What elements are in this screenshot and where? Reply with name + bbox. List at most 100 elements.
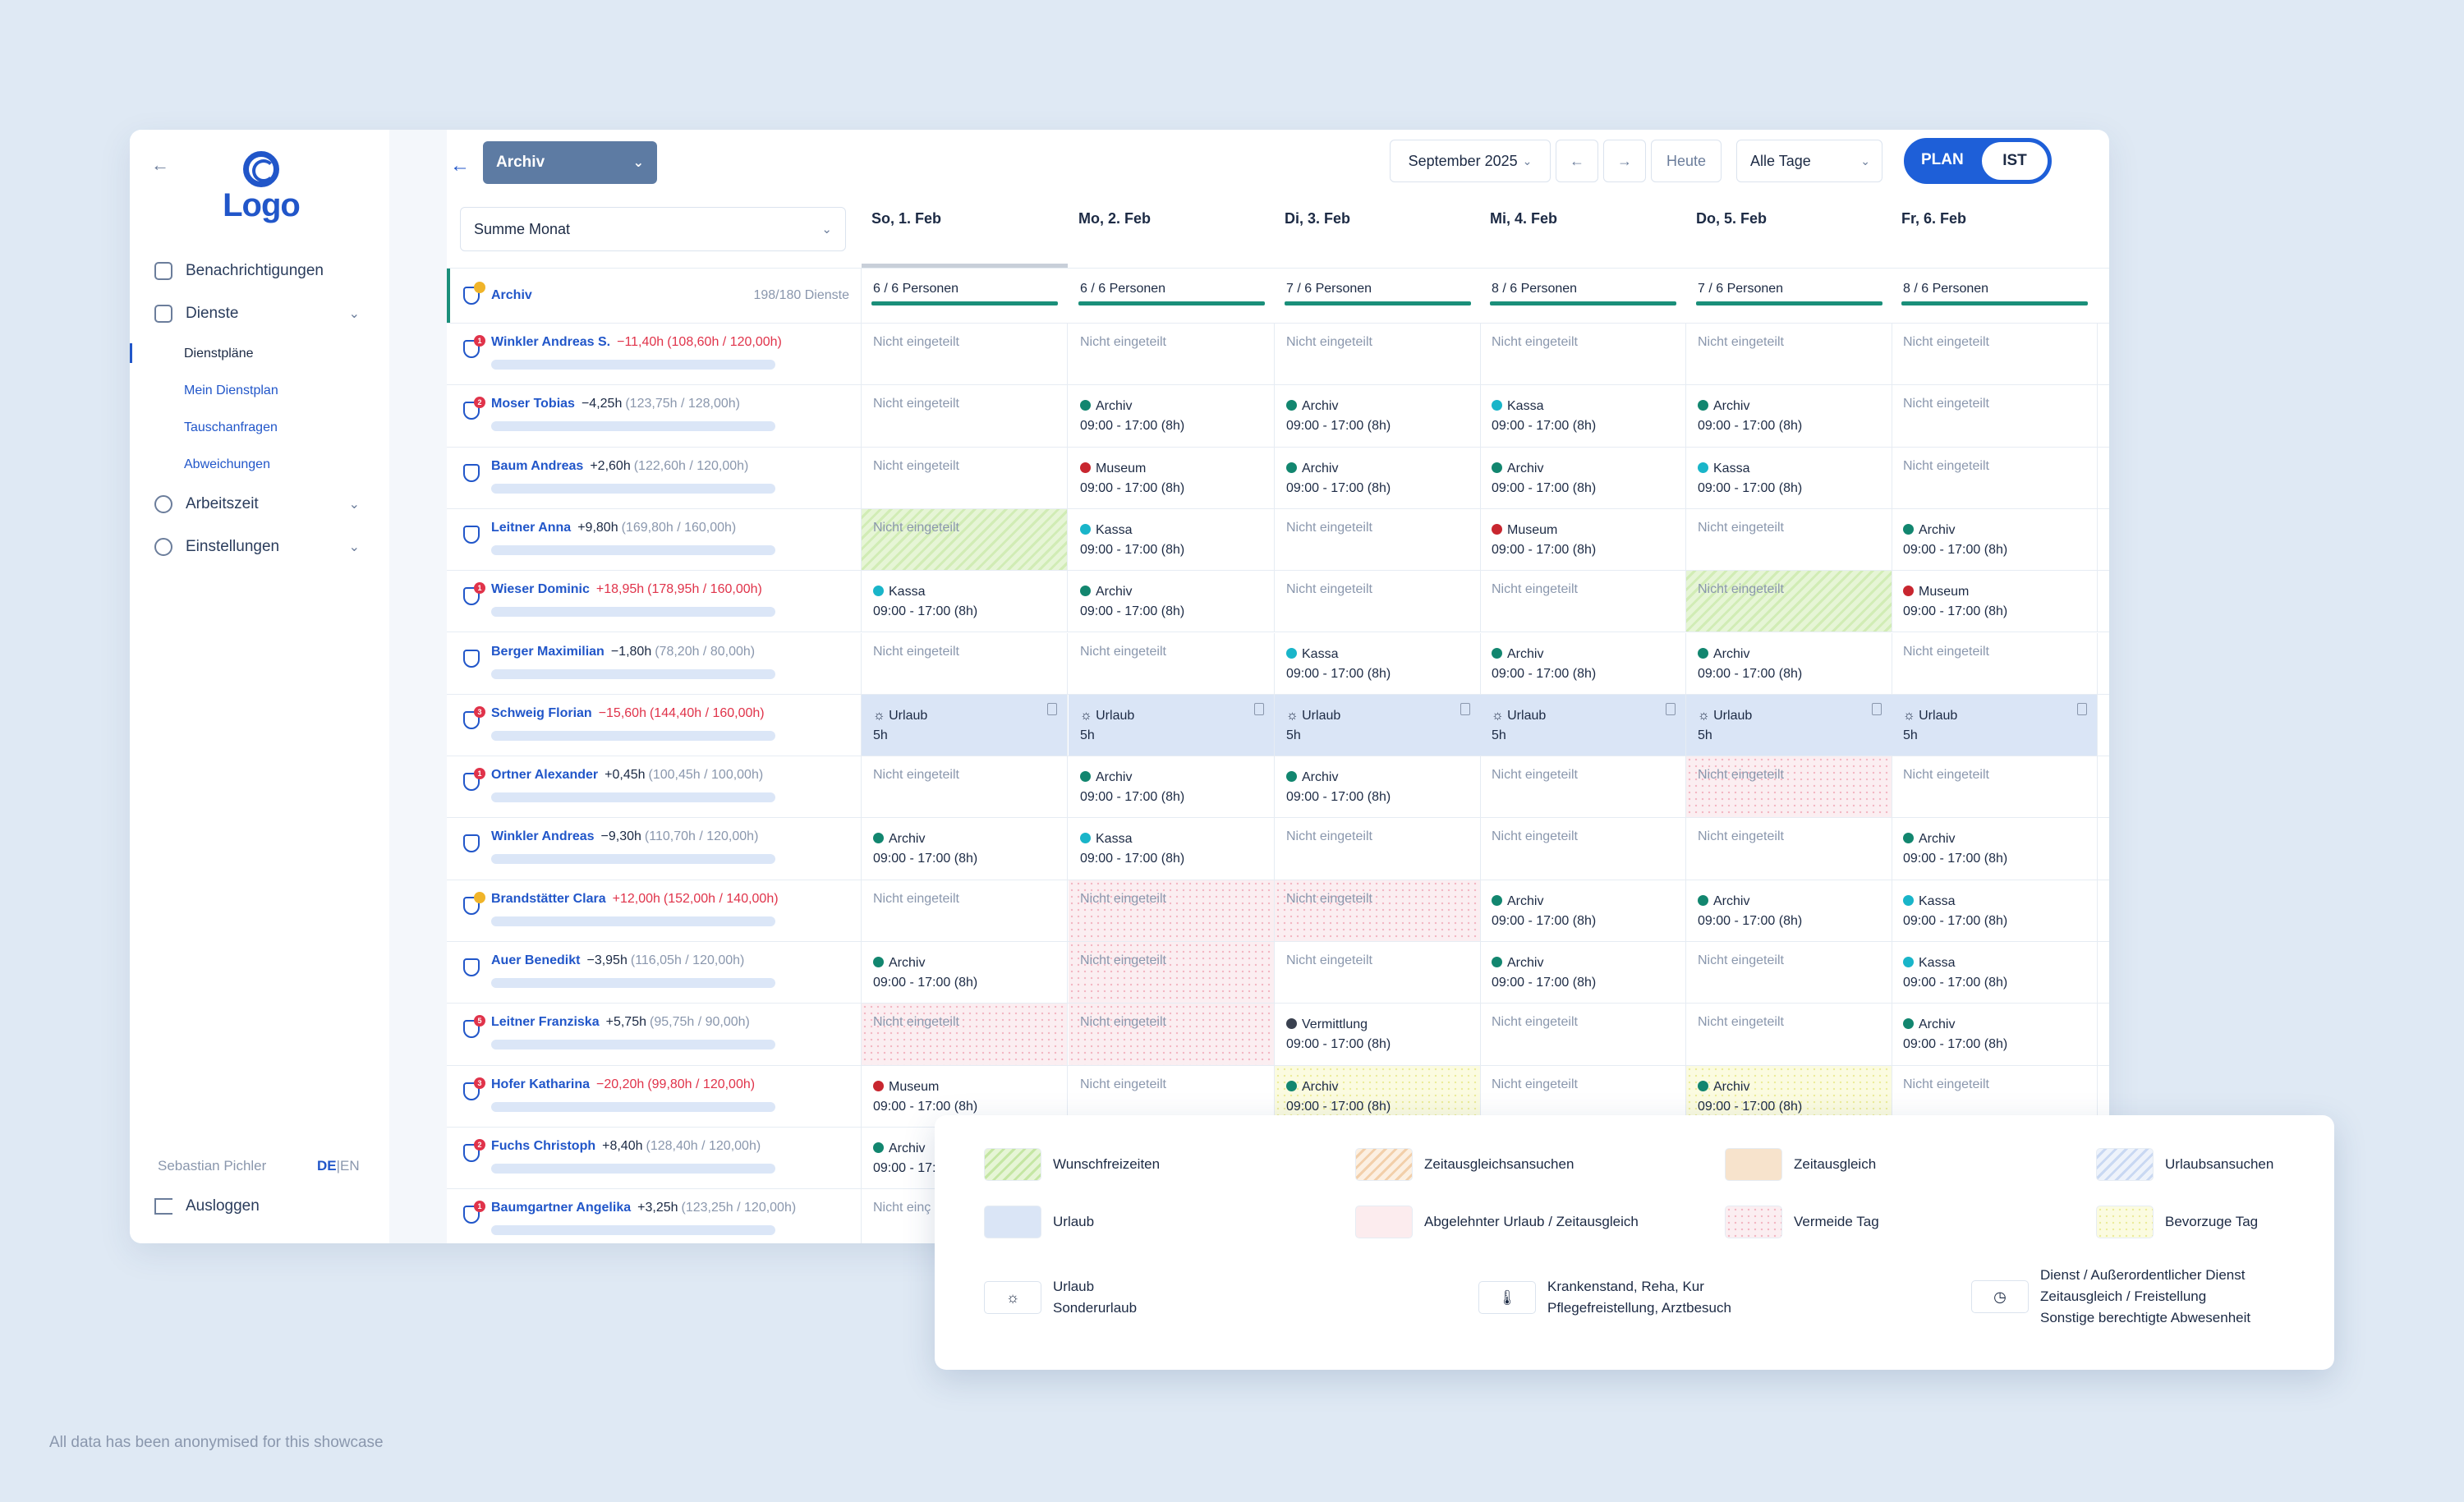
schedule-cell[interactable]: Nicht eingeteilt bbox=[1480, 1065, 1686, 1127]
schedule-cell[interactable]: Nicht eingeteilt bbox=[1275, 818, 1481, 880]
workspace-select[interactable]: Archiv ⌄ bbox=[483, 141, 657, 184]
schedule-cell[interactable]: Nicht eingeteilt bbox=[1069, 942, 1275, 1004]
schedule-cell[interactable]: Archiv 09:00 - 17:00 (8h) bbox=[1686, 632, 1892, 694]
schedule-cell[interactable]: Kassa 09:00 - 17:00 (8h) bbox=[1275, 632, 1481, 694]
schedule-cell[interactable]: Archiv 09:00 - 17:00 (8h) bbox=[1892, 818, 2098, 880]
employee-name[interactable]: Baumgartner Angelika bbox=[491, 1201, 632, 1215]
schedule-cell[interactable]: ☼ Urlaub 5h bbox=[1892, 694, 2098, 756]
employee-name[interactable]: Wieser Dominic bbox=[491, 582, 590, 597]
nav-item-arbeitszeit[interactable]: Arbeitszeit ⌄ bbox=[130, 483, 389, 526]
schedule-cell[interactable]: Nicht eingeteilt bbox=[1069, 1004, 1275, 1065]
schedule-cell[interactable]: Museum 09:00 - 17:00 (8h) bbox=[1069, 447, 1275, 508]
logout-button[interactable]: Ausloggen bbox=[154, 1197, 260, 1215]
schedule-cell[interactable]: Nicht eingeteilt bbox=[1686, 571, 1892, 632]
schedule-cell[interactable]: Vermittlung 09:00 - 17:00 (8h) bbox=[1275, 1004, 1481, 1065]
collapse-sidebar-icon[interactable]: ← bbox=[151, 154, 169, 175]
schedule-cell[interactable]: Archiv 09:00 - 17:00 (8h) bbox=[1480, 632, 1686, 694]
day-header[interactable]: Di, 3. Feb bbox=[1285, 210, 1351, 227]
employee-name[interactable]: Leitner Anna bbox=[491, 520, 572, 535]
schedule-cell[interactable]: Museum 09:00 - 17:00 (8h) bbox=[862, 1065, 1068, 1127]
employee-name[interactable]: Leitner Franziska bbox=[491, 1015, 600, 1030]
schedule-cell[interactable]: Archiv 09:00 - 17: bbox=[862, 1127, 1068, 1189]
employee-name[interactable]: Schweig Florian bbox=[491, 705, 592, 720]
sub-item-mein-dienstplan[interactable]: Mein Dienstplan bbox=[184, 383, 278, 397]
day-header[interactable]: Fr, 6. Feb bbox=[1901, 210, 1967, 227]
document-icon[interactable] bbox=[1254, 702, 1264, 715]
schedule-cell[interactable]: Archiv 09:00 - 17:00 (8h) bbox=[862, 818, 1068, 880]
schedule-cell[interactable]: Nicht eingeteilt bbox=[1069, 880, 1275, 941]
employee-name[interactable]: Berger Maximilian bbox=[491, 644, 605, 659]
day-header[interactable]: So, 1. Feb bbox=[862, 192, 1068, 268]
schedule-cell[interactable]: Nicht eingeteilt bbox=[1892, 1065, 2098, 1127]
month-select[interactable]: September 2025 ⌄ bbox=[1390, 140, 1551, 182]
schedule-cell[interactable]: Kassa 09:00 - 17:00 (8h) bbox=[1480, 385, 1686, 447]
schedule-cell[interactable]: Archiv 09:00 - 17:00 (8h) bbox=[1892, 508, 2098, 571]
schedule-cell[interactable]: Nicht eingeteilt bbox=[1480, 1004, 1686, 1065]
document-icon[interactable] bbox=[2077, 702, 2087, 715]
employee-name[interactable]: Hofer Katharina bbox=[491, 1077, 591, 1091]
schedule-cell[interactable]: Nicht eingeteilt bbox=[862, 447, 1068, 508]
next-month-button[interactable]: → bbox=[1603, 140, 1646, 182]
nav-item-einstellungen[interactable]: Einstellungen ⌄ bbox=[130, 526, 389, 568]
lang-de[interactable]: DE bbox=[317, 1158, 337, 1174]
schedule-cell[interactable]: Kassa 09:00 - 17:00 (8h) bbox=[1892, 880, 2098, 941]
day-header[interactable]: Do, 5. Feb bbox=[1696, 210, 1768, 227]
schedule-cell[interactable]: Nicht eingeteilt bbox=[862, 632, 1068, 694]
sum-select[interactable]: Summe Monat ⌄ bbox=[460, 207, 846, 251]
schedule-cell[interactable]: Nicht eingeteilt bbox=[862, 324, 1068, 385]
employee-name[interactable]: Winkler Andreas S. bbox=[491, 335, 611, 349]
schedule-cell[interactable]: Archiv 09:00 - 17:00 (8h) bbox=[1892, 1004, 2098, 1065]
day-header[interactable]: Mo, 2. Feb bbox=[1078, 210, 1152, 227]
employee-name[interactable]: Winkler Andreas bbox=[491, 829, 595, 844]
schedule-cell[interactable]: Archiv 09:00 - 17:00 (8h) bbox=[1480, 447, 1686, 508]
lang-en[interactable]: EN bbox=[340, 1158, 360, 1174]
schedule-cell[interactable]: Nicht eingeteilt bbox=[1275, 880, 1481, 941]
toggle-ist[interactable]: IST bbox=[1982, 142, 2048, 180]
schedule-cell[interactable]: Kassa 09:00 - 17:00 (8h) bbox=[1686, 447, 1892, 508]
document-icon[interactable] bbox=[1872, 702, 1882, 715]
schedule-cell[interactable]: Nicht eingeteilt bbox=[1892, 447, 2098, 508]
prev-month-button[interactable]: ← bbox=[1556, 140, 1598, 182]
schedule-cell[interactable]: Nicht eingeteilt bbox=[1480, 324, 1686, 385]
schedule-cell[interactable]: Nicht eingeteilt bbox=[1275, 324, 1481, 385]
employee-name[interactable]: Baum Andreas bbox=[491, 458, 584, 473]
sub-item-dienstplaene[interactable]: Dienstpläne bbox=[130, 335, 389, 372]
schedule-cell[interactable]: Nicht eingeteilt bbox=[1892, 632, 2098, 694]
schedule-cell[interactable]: Nicht eingeteilt bbox=[1686, 756, 1892, 818]
nav-item-dienste[interactable]: Dienste ⌄ bbox=[130, 292, 389, 335]
schedule-cell[interactable]: Archiv 09:00 - 17:00 (8h) bbox=[1686, 385, 1892, 447]
schedule-cell[interactable]: Nicht eingeteilt bbox=[1275, 942, 1481, 1004]
employee-name[interactable]: Fuchs Christoph bbox=[491, 1138, 596, 1153]
nav-item-benachrichtigungen[interactable]: Benachrichtigungen bbox=[130, 250, 389, 292]
schedule-cell[interactable]: ☼ Urlaub 5h bbox=[1069, 694, 1275, 756]
schedule-cell[interactable]: ☼ Urlaub 5h bbox=[862, 694, 1068, 756]
employee-name[interactable]: Brandstätter Clara bbox=[491, 891, 606, 906]
schedule-cell[interactable]: Museum 09:00 - 17:00 (8h) bbox=[1480, 508, 1686, 571]
archive-name[interactable]: Archiv bbox=[491, 288, 532, 302]
schedule-cell[interactable]: Nicht eingeteilt bbox=[1892, 756, 2098, 818]
schedule-cell[interactable]: Nicht eingeteilt bbox=[862, 508, 1068, 571]
document-icon[interactable] bbox=[1460, 702, 1470, 715]
schedule-cell[interactable]: Archiv 09:00 - 17:00 (8h) bbox=[1480, 942, 1686, 1004]
schedule-cell[interactable]: Kassa 09:00 - 17:00 (8h) bbox=[862, 571, 1068, 632]
today-button[interactable]: Heute bbox=[1651, 140, 1722, 182]
schedule-cell[interactable]: Nicht eingeteilt bbox=[1892, 324, 2098, 385]
schedule-cell[interactable]: Archiv 09:00 - 17:00 (8h) bbox=[862, 942, 1068, 1004]
schedule-cell[interactable]: Nicht eingeteilt bbox=[1480, 571, 1686, 632]
schedule-cell[interactable]: Archiv 09:00 - 17:00 (8h) bbox=[1686, 880, 1892, 941]
language-switch[interactable]: DE|EN bbox=[317, 1158, 360, 1174]
schedule-cell[interactable]: Archiv 09:00 - 17:00 (8h) bbox=[1069, 756, 1275, 818]
schedule-cell[interactable]: Archiv 09:00 - 17:00 (8h) bbox=[1275, 385, 1481, 447]
schedule-cell[interactable]: Nicht eingeteilt bbox=[1686, 508, 1892, 571]
schedule-cell[interactable]: Nicht eingeteilt bbox=[1686, 818, 1892, 880]
schedule-cell[interactable]: Nicht eingeteilt bbox=[1480, 818, 1686, 880]
toggle-plan[interactable]: PLAN bbox=[1921, 151, 1964, 168]
schedule-cell[interactable]: Nicht eingeteilt bbox=[862, 880, 1068, 941]
schedule-cell[interactable]: ☼ Urlaub 5h bbox=[1480, 694, 1686, 756]
sub-item-abweichungen[interactable]: Abweichungen bbox=[184, 457, 270, 471]
schedule-cell[interactable]: ☼ Urlaub 5h bbox=[1275, 694, 1481, 756]
schedule-cell[interactable]: Nicht eingeteilt bbox=[862, 385, 1068, 447]
schedule-cell[interactable]: Nicht eingeteilt bbox=[1069, 324, 1275, 385]
schedule-cell[interactable]: Nicht eingeteilt bbox=[1069, 1065, 1275, 1127]
schedule-cell[interactable]: Nicht eingeteilt bbox=[1686, 942, 1892, 1004]
